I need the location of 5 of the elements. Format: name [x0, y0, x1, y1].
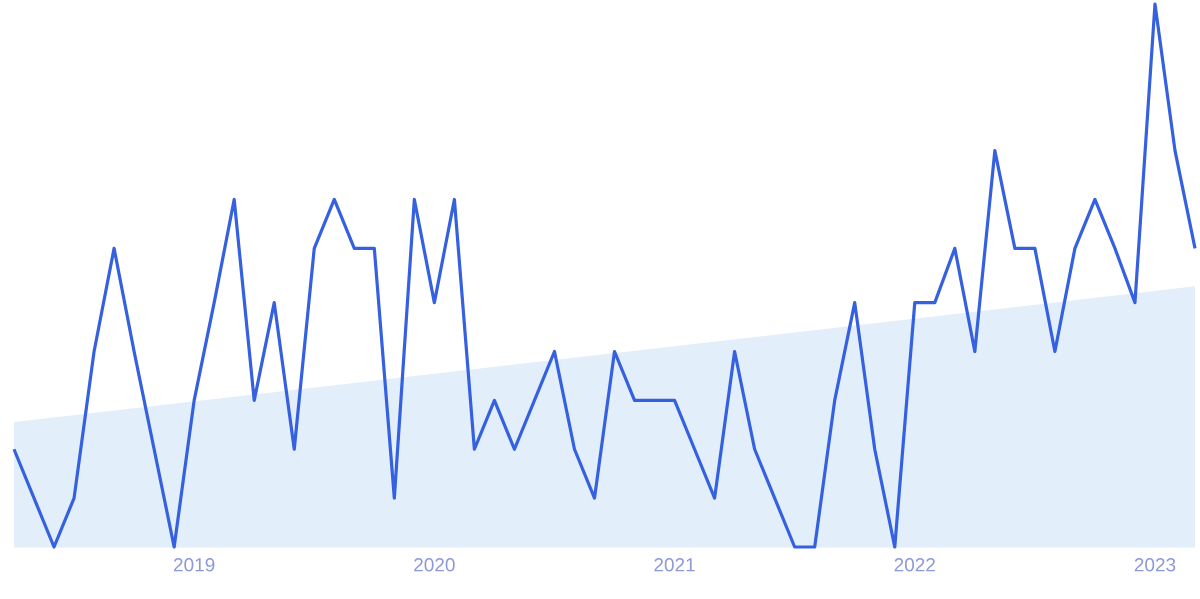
x-tick-label: 2022 — [894, 558, 935, 572]
x-tick-label: 2020 — [414, 558, 455, 572]
x-tick-label: 2023 — [1134, 558, 1176, 572]
x-tick-label: 2019 — [173, 558, 215, 572]
x-tick-label: 2021 — [654, 558, 695, 572]
